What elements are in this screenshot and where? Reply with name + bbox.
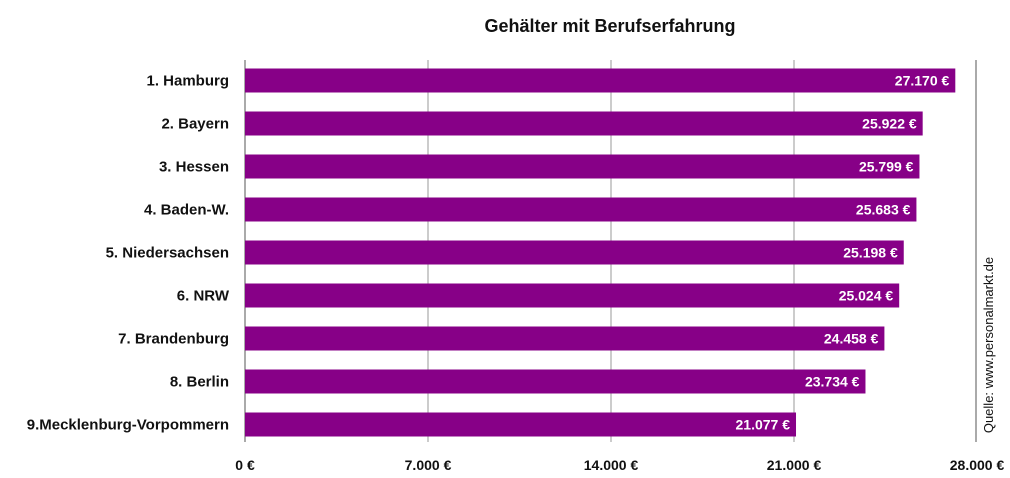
bar-value-label: 25.922 € (862, 116, 917, 132)
category-label: 9.Mecklenburg-Vorpommern (27, 417, 229, 434)
category-label: 2. Bayern (161, 116, 229, 133)
bar (245, 240, 904, 265)
bar-value-label: 25.799 € (859, 159, 914, 175)
bars: 27.170 € 25.922 € 25.799 € 25.683 € 25.198 €… (245, 68, 956, 437)
bar (245, 111, 923, 136)
category-label: 1. Hamburg (146, 73, 229, 90)
bar (245, 68, 956, 93)
bar-value-label: 21.077 € (736, 417, 791, 433)
bar (245, 283, 900, 308)
bar-value-label: 23.734 € (805, 374, 860, 390)
bar (245, 197, 917, 222)
x-tick-label: 21.000 € (767, 457, 822, 473)
x-tick-label: 0 € (235, 457, 255, 473)
category-label: 6. NRW (177, 288, 230, 305)
bar-value-label: 27.170 € (895, 73, 950, 89)
bar-value-label: 25.024 € (839, 288, 894, 304)
x-tick-label: 28.000 € (950, 457, 1005, 473)
bar (245, 369, 866, 394)
source-note: Quelle: www.personalmarkt.de (981, 257, 996, 433)
category-labels: 1. Hamburg 2. Bayern 3. Hessen 4. Baden-W. 5… (27, 73, 230, 434)
x-tick-label: 14.000 € (584, 457, 639, 473)
bar-value-label: 24.458 € (824, 331, 879, 347)
category-label: 3. Hessen (159, 159, 229, 176)
bar (245, 326, 885, 351)
bar-value-label: 25.198 € (843, 245, 898, 261)
chart-title: Gehälter mit Berufserfahrung (484, 16, 736, 36)
category-label: 5. Niedersachsen (106, 245, 229, 262)
x-tick-labels: 0 € 7.000 € 14.000 € 21.000 € 28.000 € (235, 457, 1004, 473)
category-label: 7. Brandenburg (118, 331, 229, 348)
x-tick-label: 7.000 € (405, 457, 452, 473)
category-label: 4. Baden-W. (144, 202, 229, 219)
bar-value-label: 25.683 € (856, 202, 911, 218)
category-label: 8. Berlin (170, 374, 229, 391)
bar (245, 412, 797, 437)
bar (245, 154, 920, 179)
